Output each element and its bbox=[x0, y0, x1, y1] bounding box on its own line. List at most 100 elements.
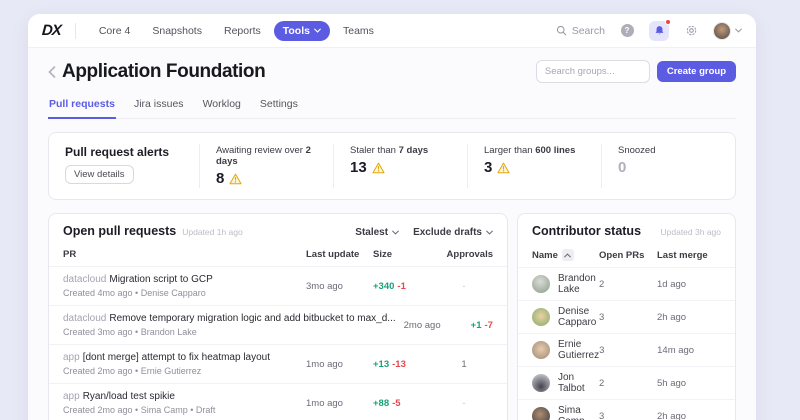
pr-deletions: -5 bbox=[392, 397, 401, 409]
contributor-last-merge: 2h ago bbox=[657, 410, 687, 420]
nav-item-tools-label: Tools bbox=[282, 24, 310, 37]
col-name: Name bbox=[532, 249, 558, 261]
sort-dropdown-label: Stalest bbox=[355, 227, 389, 238]
contributor-row[interactable]: Jon Talbot 2 5h ago bbox=[518, 366, 735, 399]
tab-pull-requests[interactable]: Pull requests bbox=[48, 93, 116, 119]
pr-repo: app bbox=[63, 352, 80, 363]
create-group-button[interactable]: Create group bbox=[656, 61, 736, 82]
notifications-button[interactable] bbox=[649, 18, 671, 41]
chevron-down-icon bbox=[735, 28, 742, 33]
page-title: Application Foundation bbox=[62, 60, 266, 82]
chevron-down-icon bbox=[486, 230, 493, 235]
alerts-title: Pull request alerts bbox=[65, 145, 170, 159]
nav-item-teams[interactable]: Teams bbox=[342, 24, 374, 37]
col-approvals: Approvals bbox=[446, 249, 493, 260]
pr-deletions: -13 bbox=[392, 358, 406, 370]
sort-dropdown[interactable]: Stalest bbox=[355, 227, 399, 238]
pr-deletions: -1 bbox=[397, 280, 406, 292]
drafts-filter-label: Exclude drafts bbox=[413, 227, 482, 238]
contributor-last-merge: 1d ago bbox=[657, 278, 687, 290]
pr-approvals: 1 bbox=[461, 358, 467, 370]
contributor-row[interactable]: Denise Capparo 3 2h ago bbox=[518, 300, 735, 333]
contributors-title: Contributor status bbox=[532, 224, 642, 238]
tab-jira-issues[interactable]: Jira issues bbox=[133, 98, 184, 110]
topnav-right: Search ? bbox=[556, 18, 742, 41]
contributor-table-header: Name Open PRs Last merge bbox=[518, 244, 735, 267]
search-groups-input[interactable] bbox=[535, 60, 650, 83]
chevron-down-icon bbox=[392, 230, 399, 235]
col-last-update: Last update bbox=[306, 249, 360, 260]
pr-row[interactable]: datacloud Remove temporary migration logi… bbox=[49, 305, 507, 344]
pr-title: Remove temporary migration logic and add… bbox=[109, 313, 396, 324]
nav-item-core4[interactable]: Core 4 bbox=[98, 24, 131, 37]
pr-meta: Created 2mo ago • Sima Camp • Draft bbox=[63, 405, 216, 415]
contributors-updated: Updated 3h ago bbox=[660, 227, 722, 237]
nav-item-reports[interactable]: Reports bbox=[223, 24, 261, 37]
contributor-open-prs: 3 bbox=[599, 311, 605, 323]
stat-label: Staler than bbox=[350, 145, 399, 156]
pr-additions: +13 bbox=[373, 358, 390, 370]
stat-label: Awaiting review over bbox=[216, 145, 306, 156]
pr-table-header: PR Last update Size Approvals bbox=[49, 244, 507, 266]
warning-icon bbox=[497, 162, 510, 174]
pr-last-update: 1mo ago bbox=[306, 397, 343, 409]
global-search[interactable]: Search bbox=[556, 25, 605, 37]
avatar bbox=[532, 275, 550, 293]
contributor-last-merge: 5h ago bbox=[657, 377, 687, 389]
user-menu[interactable] bbox=[713, 21, 742, 40]
stat-value: 13 bbox=[350, 159, 367, 176]
contributor-open-prs: 3 bbox=[599, 344, 605, 356]
contributor-open-prs: 3 bbox=[599, 410, 605, 420]
col-name-sort[interactable]: Name bbox=[532, 249, 599, 261]
contributor-row[interactable]: Sima Camp 3 2h ago bbox=[518, 399, 735, 420]
back-button[interactable] bbox=[48, 65, 56, 78]
pr-meta: Created 3mo ago • Brandon Lake bbox=[63, 327, 197, 337]
tab-worklog[interactable]: Worklog bbox=[202, 98, 241, 110]
search-icon bbox=[556, 25, 567, 36]
stat-label-bold: 600 lines bbox=[535, 145, 576, 156]
pr-meta: Created 4mo ago • Denise Capparo bbox=[63, 288, 206, 298]
stat-value: 8 bbox=[216, 170, 225, 187]
contributor-status-panel: Contributor status Updated 3h ago Name O… bbox=[517, 213, 736, 420]
app-window: DX Core 4 Snapshots Reports Tools Teams … bbox=[28, 14, 756, 420]
contributor-row[interactable]: Ernie Gutierrez 3 14m ago bbox=[518, 333, 735, 366]
contributor-open-prs: 2 bbox=[599, 377, 605, 389]
sort-asc-icon bbox=[561, 249, 574, 261]
pr-additions: +1 bbox=[470, 319, 482, 331]
pr-last-update: 3mo ago bbox=[306, 280, 343, 292]
avatar bbox=[532, 308, 550, 326]
pr-title: Migration script to GCP bbox=[109, 274, 213, 285]
pr-row[interactable]: app [dont merge] attempt to fix heatmap l… bbox=[49, 344, 507, 383]
stat-label-bold: 7 days bbox=[398, 145, 429, 156]
pr-title: [dont merge] attempt to fix heatmap layo… bbox=[82, 352, 271, 363]
pr-deletions: -7 bbox=[484, 319, 493, 331]
contributor-name: Ernie Gutierrez bbox=[558, 339, 600, 361]
help-button[interactable]: ? bbox=[618, 22, 636, 40]
col-last-merge: Last merge bbox=[657, 249, 708, 261]
avatar bbox=[713, 21, 731, 40]
settings-button[interactable] bbox=[682, 22, 700, 40]
contributor-open-prs: 2 bbox=[599, 278, 605, 290]
warning-icon bbox=[229, 173, 242, 185]
avatar bbox=[532, 374, 550, 392]
open-pull-requests-panel: Open pull requests Updated 1h ago Stales… bbox=[48, 213, 508, 420]
notification-badge bbox=[665, 18, 671, 25]
pr-additions: +88 bbox=[373, 397, 390, 409]
col-open-prs: Open PRs bbox=[599, 249, 645, 261]
stat-value: 0 bbox=[618, 159, 627, 176]
bell-icon bbox=[654, 25, 665, 36]
tab-settings[interactable]: Settings bbox=[259, 98, 298, 110]
nav-divider bbox=[74, 22, 76, 39]
pr-row[interactable]: app Ryan/load test spikie Created 2mo ago… bbox=[49, 383, 507, 420]
nav-item-snapshots[interactable]: Snapshots bbox=[152, 24, 202, 37]
contributor-row[interactable]: Brandon Lake 2 1d ago bbox=[518, 267, 735, 300]
pr-row[interactable]: datacloud Migration script to GCP Created… bbox=[49, 266, 507, 305]
avatar bbox=[532, 341, 550, 359]
contributor-name: Denise Capparo bbox=[558, 306, 597, 328]
drafts-filter-dropdown[interactable]: Exclude drafts bbox=[413, 227, 493, 238]
pr-approvals: - bbox=[462, 280, 466, 292]
pr-title: Ryan/load test spikie bbox=[82, 391, 175, 402]
nav-item-tools[interactable]: Tools bbox=[273, 20, 330, 41]
view-details-button[interactable]: View details bbox=[65, 165, 134, 184]
pr-repo: datacloud bbox=[63, 313, 107, 324]
